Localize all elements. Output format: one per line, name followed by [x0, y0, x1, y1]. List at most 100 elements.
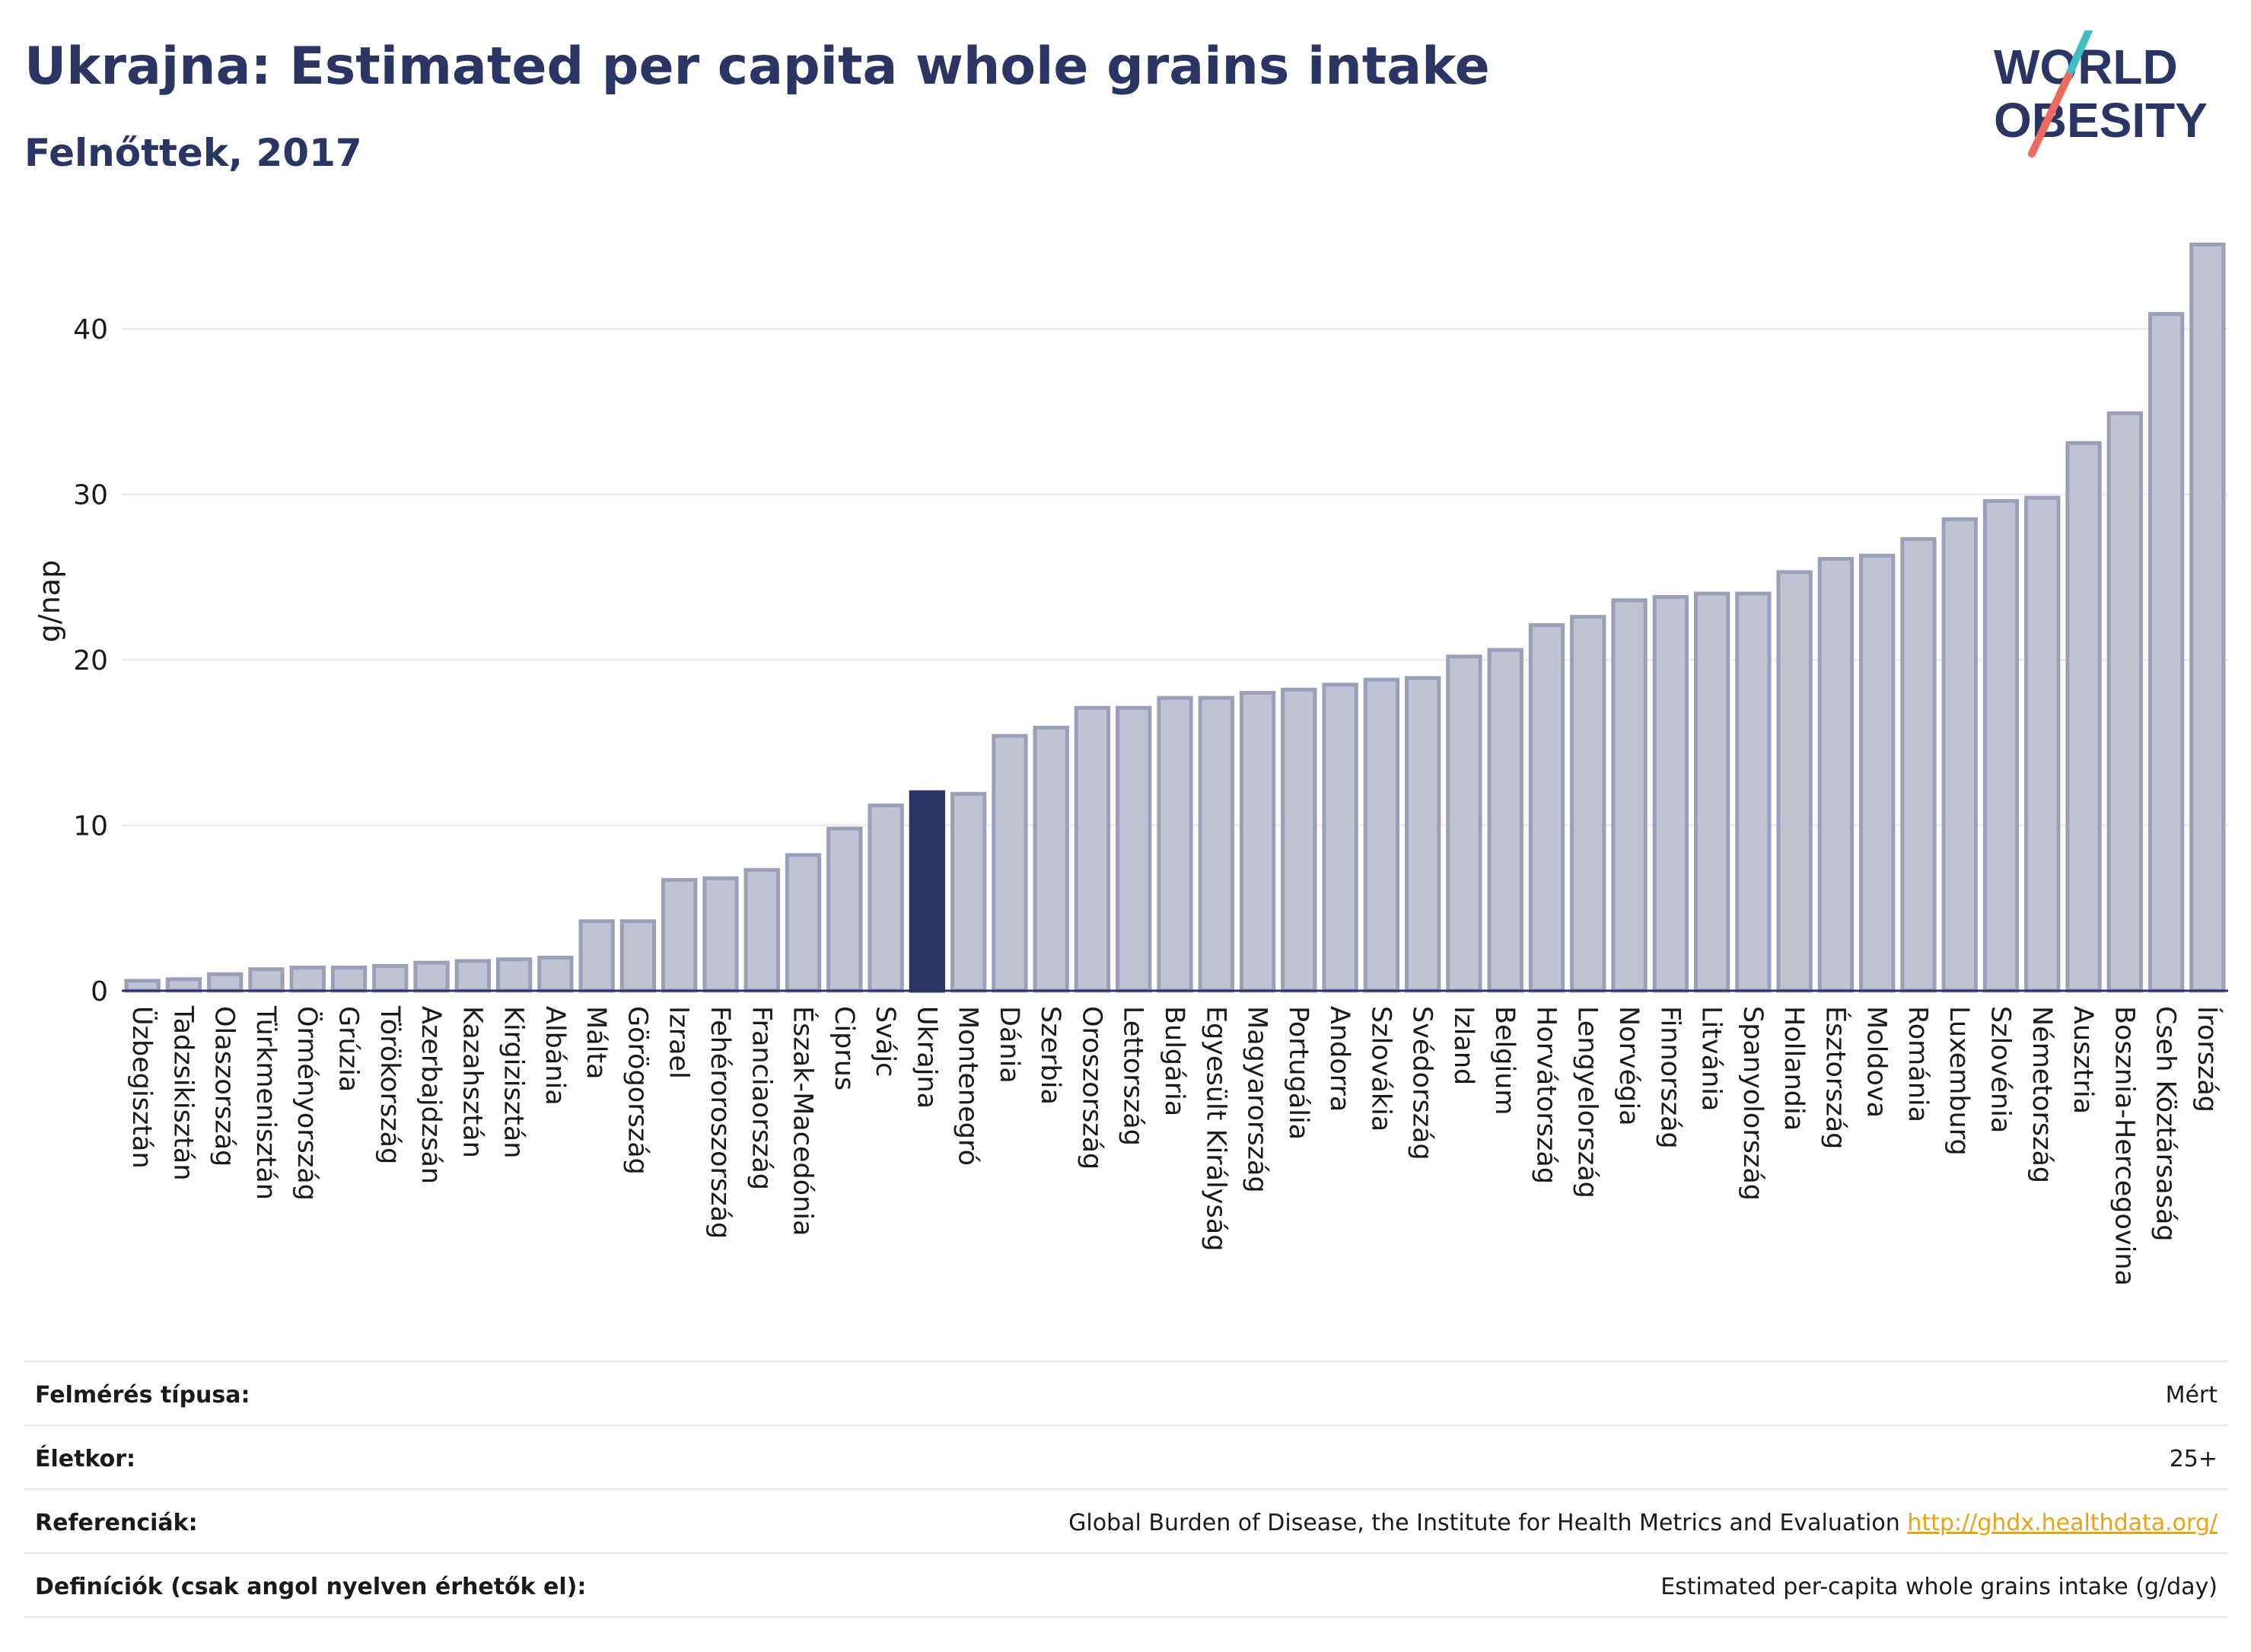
x-tick-label: Szerbia: [1035, 1006, 1065, 1105]
references-value: Global Burden of Disease, the Institute …: [1068, 1510, 2218, 1536]
bar: [372, 963, 409, 993]
x-tick-label: Moldova: [1861, 1006, 1892, 1118]
metadata-table: Felmérés típusa: Mért Életkor: 25+ Refer…: [24, 1361, 2228, 1618]
bar: [743, 867, 780, 993]
bar: [619, 919, 657, 993]
x-tick-label: Szlovákia: [1365, 1006, 1396, 1132]
bar: [1487, 648, 1523, 993]
bar: [992, 734, 1028, 993]
x-tick-label: Ciprus: [829, 1006, 859, 1090]
bar: [1281, 687, 1317, 993]
meta-row-definitions: Definíciók (csak angol nyelven érhetők e…: [24, 1552, 2228, 1618]
bar: [1363, 677, 1400, 993]
x-tick-label: Ausztria: [2068, 1006, 2098, 1114]
bar: [1941, 517, 1978, 993]
bars: [124, 242, 2226, 993]
x-tick-label: Málta: [581, 1006, 611, 1080]
x-tick-label: Belgium: [1489, 1006, 1520, 1116]
bar: [1446, 654, 1482, 993]
bar: [1652, 594, 1689, 993]
bar: [1198, 695, 1234, 993]
bar: [1074, 705, 1111, 993]
x-tick-label: Magyarország: [1242, 1006, 1272, 1193]
x-tick-label: Észak-Macedónia: [788, 1006, 820, 1236]
x-tick-label: Románia: [1902, 1006, 1933, 1122]
bar: [1735, 591, 1772, 993]
x-tick-label: Kazahsztán: [457, 1006, 487, 1158]
bar: [413, 960, 450, 993]
bar: [826, 826, 863, 993]
x-tick-label: Ukrajna: [911, 1006, 941, 1109]
references-text: Global Burden of Disease, the Institute …: [1068, 1510, 1900, 1536]
bar: [2148, 312, 2185, 993]
survey-value: Mért: [2165, 1382, 2218, 1408]
bar: [578, 919, 615, 993]
x-tick-label: Olaszország: [209, 1006, 240, 1167]
y-axis-label: g/nap: [33, 560, 66, 642]
y-tick-label: 30: [73, 480, 108, 511]
x-tick-label: Spanyolország: [1737, 1006, 1768, 1201]
bar: [1570, 615, 1606, 993]
x-tick-label: Franciaország: [746, 1006, 776, 1190]
bar: [950, 791, 987, 993]
x-tick-label: Németország: [2027, 1006, 2057, 1183]
meta-row-survey: Felmérés típusa: Mért: [24, 1361, 2228, 1424]
world-obesity-logo[interactable]: WORLD OBESITY: [1979, 30, 2237, 160]
meta-row-references: Referenciák: Global Burden of Disease, t…: [24, 1488, 2228, 1552]
x-tick-label: Tadzsikisztán: [167, 1005, 198, 1181]
bar: [1693, 591, 1730, 993]
definitions-value: Estimated per-capita whole grains intake…: [1660, 1574, 2218, 1600]
logo-line1: WORLD: [1994, 40, 2178, 94]
x-axis-tick-labels: Üzbegisztán Tadzsikisztán Olaszország Türkm…: [126, 1005, 2224, 1286]
x-tick-label: Üzbegisztán: [126, 1006, 158, 1169]
x-tick-label: Andorra: [1324, 1006, 1355, 1112]
logo-accent-teal: [2065, 30, 2093, 80]
x-tick-label: Türkmenisztán: [250, 1005, 281, 1200]
bar: [785, 853, 822, 993]
x-tick-label: Cseh Köztársaság: [2151, 1006, 2181, 1242]
bar: [289, 966, 326, 993]
age-value: 25+: [2169, 1446, 2218, 1472]
x-tick-label: Lettország: [1118, 1006, 1148, 1146]
definitions-label: Definíciók (csak angol nyelven érhetők e…: [35, 1574, 587, 1600]
page-subtitle: Felnőttek, 2017: [24, 131, 362, 175]
x-tick-label: Örményország: [291, 1006, 323, 1201]
bar: [1116, 705, 1152, 993]
x-tick-label: Dánia: [994, 1006, 1024, 1084]
meta-row-age: Életkor: 25+: [24, 1424, 2228, 1488]
x-tick-label: Bulgária: [1159, 1006, 1189, 1116]
references-link[interactable]: http://ghdx.healthdata.org/: [1907, 1510, 2218, 1536]
bar: [1982, 498, 2020, 993]
x-tick-label: Litvánia: [1696, 1006, 1727, 1111]
logo-line2: OBESITY: [1994, 93, 2208, 148]
x-tick-label: Bosznia-Hercegovina: [2109, 1006, 2139, 1286]
x-tick-label: Luxemburg: [1944, 1006, 1974, 1156]
x-tick-label: Fehéroroszország: [705, 1006, 735, 1239]
bar: [1239, 691, 1276, 993]
bar: [248, 967, 285, 993]
bar: [1611, 598, 1648, 993]
bar: [1157, 695, 1193, 993]
x-tick-label: Grúzia: [333, 1006, 364, 1092]
x-tick-label: Svédország: [1407, 1006, 1438, 1160]
x-tick-label: Norvégia: [1613, 1006, 1644, 1126]
x-tick-label: Egyesült Királyság: [1200, 1006, 1231, 1251]
bar: [1033, 725, 1069, 993]
x-tick-label: Horvátország: [1530, 1006, 1561, 1184]
x-tick-label: Lengyelország: [1572, 1006, 1603, 1198]
bar: [330, 966, 368, 993]
bar: [702, 876, 739, 993]
bar: [1528, 622, 1565, 993]
x-tick-label: Izrael: [664, 1006, 694, 1079]
x-tick-label: Törökország: [374, 1005, 405, 1164]
page-title: Ukrajna: Estimated per capita whole grai…: [24, 37, 1490, 97]
bar: [2024, 495, 2061, 993]
bar-chart: 0 10 20 30 40 g/nap Üzbegisztán Tadzsikisztán…: [33, 242, 2228, 1286]
x-tick-label: Izland: [1448, 1006, 1479, 1085]
x-tick-label: Finnország: [1654, 1006, 1685, 1149]
x-tick-label: Hollandia: [1778, 1006, 1809, 1131]
bar: [495, 957, 533, 993]
age-label: Életkor:: [35, 1446, 136, 1472]
bar: [868, 803, 904, 993]
x-tick-label: Szlovénia: [1985, 1006, 2015, 1133]
